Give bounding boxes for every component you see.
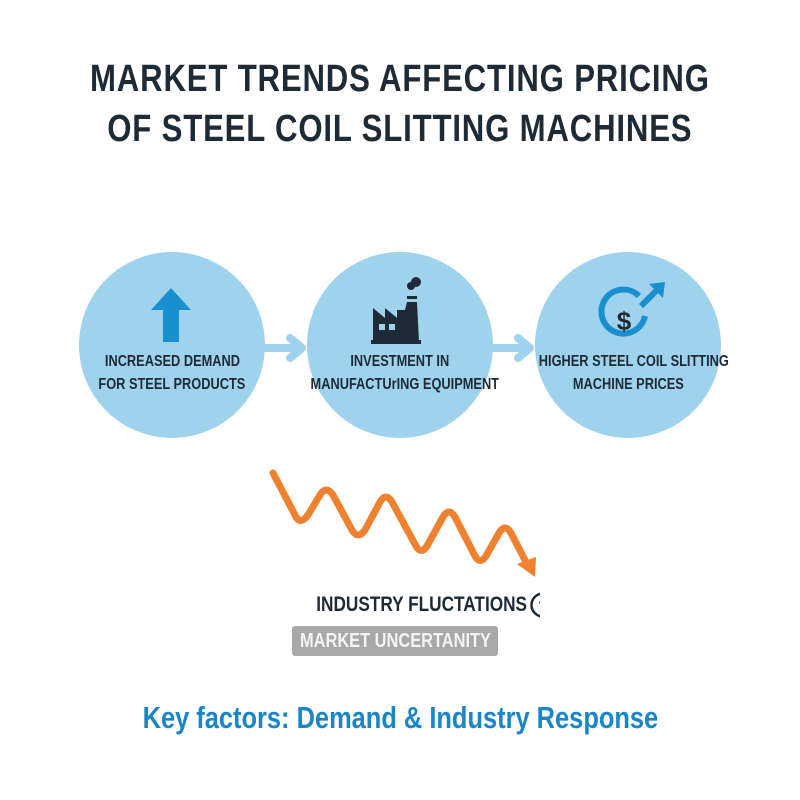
fluctuation-wave xyxy=(269,469,532,570)
dollar-growth-icon: $ xyxy=(598,282,665,337)
wave-arrowhead xyxy=(517,557,536,577)
title-line-1: MARKET TRENDS AFFECTING PRICING xyxy=(90,58,710,100)
arrow-1-2 xyxy=(258,334,306,362)
factory-icon xyxy=(371,277,421,344)
fluctuations-label: INDUSTRY FLUCTATIONS xyxy=(316,593,528,616)
flow-step-investment: INVESTMENT IN MANUFACTUrING EQUIPMENT xyxy=(307,252,499,438)
industry-fluctuations: INDUSTRY FLUCTATIONS ? xyxy=(270,590,540,620)
svg-text:$: $ xyxy=(617,306,632,336)
svg-text:?: ? xyxy=(538,598,540,615)
title-line-2: OF STEEL COIL SLITTING MACHINES xyxy=(107,108,693,150)
up-arrow-icon xyxy=(151,288,191,342)
flow-step-label: INCREASED DEMAND FOR STEEL PRODUCTS xyxy=(98,353,246,393)
flow-step-label: INVESTMENT IN MANUFACTUrING EQUIPMENT xyxy=(310,353,500,393)
footer-caption: Key factors: Demand & Industry Response xyxy=(142,700,658,735)
market-uncertainty-badge: MARKET UNCERTANITY xyxy=(292,626,498,656)
question-circle-icon: ? xyxy=(530,592,540,618)
arrow-2-3 xyxy=(486,334,534,362)
flow-step-increased-demand: INCREASED DEMAND FOR STEEL PRODUCTS xyxy=(79,252,265,438)
flow-step-higher-prices: $ HIGHER STEEL COIL SLITTING MACHINE PRIC… xyxy=(535,252,729,438)
flow-step-label: HIGHER STEEL COIL SLITTING MACHINE PRICES xyxy=(538,353,729,393)
